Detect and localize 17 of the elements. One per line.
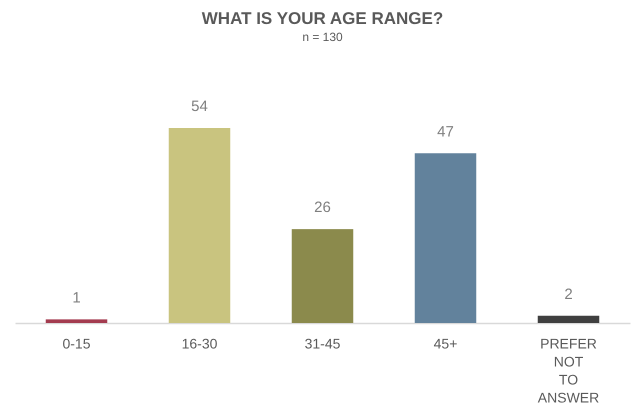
- bar: [46, 319, 108, 323]
- chart-title: WHAT IS YOUR AGE RANGE?: [202, 9, 444, 28]
- x-tick-label: 0-15: [62, 336, 91, 352]
- bar: [538, 316, 600, 323]
- x-tick-label: 45+: [434, 336, 458, 352]
- data-label: 1: [72, 289, 81, 306]
- bar: [292, 229, 354, 323]
- x-tick-label: PREFER NOT TO ANSWER: [538, 336, 600, 406]
- bar: [168, 128, 230, 323]
- data-label: 54: [191, 98, 208, 115]
- x-tick-label: 16-30: [182, 336, 218, 352]
- x-tick-label: 31-45: [304, 336, 341, 352]
- bar: [414, 153, 476, 323]
- chart-subtitle: n = 130: [302, 30, 344, 44]
- data-label: 2: [564, 286, 573, 303]
- data-label: 26: [314, 199, 331, 216]
- data-label: 47: [437, 123, 454, 140]
